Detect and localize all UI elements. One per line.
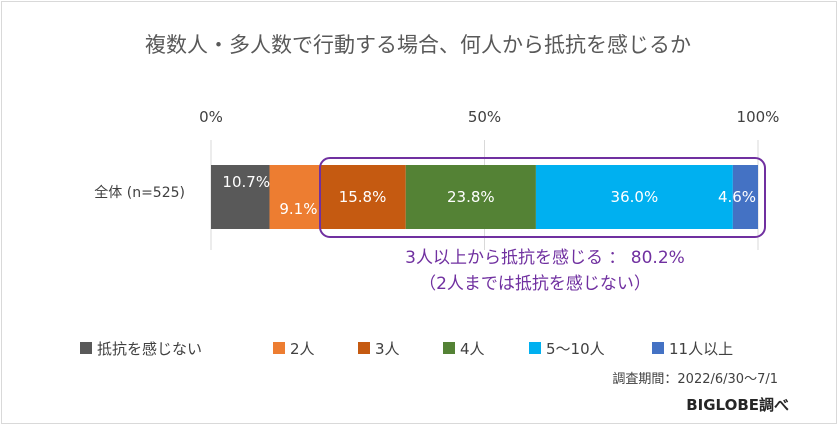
data-label: 10.7% [222,173,270,191]
survey-period: 調査期間：2022/6/30〜7/1 [612,372,778,387]
data-label: 23.8% [447,188,495,206]
legend-swatch [443,342,455,354]
legend-label: 3人 [375,340,400,358]
data-label: 36.0% [611,188,659,206]
source-credit: BIGLOBE調べ [686,396,789,414]
legend-swatch [80,342,92,354]
stacked-bar [211,165,758,229]
legend-label: 11人以上 [669,340,733,358]
legend-label: 2人 [290,340,315,358]
legend-swatch [358,342,370,354]
legend-swatch [652,342,664,354]
highlight-box [319,157,766,238]
legend: 抵抗を感じない 2人 3人 4人 5〜10人 11人以上 [80,340,733,358]
annotation-line-1: 3人以上から抵抗を感じる ： 80.2% [405,248,685,268]
data-label: 9.1% [279,200,317,218]
bar-segment [405,165,536,229]
chart-title: 複数人・多人数で行動する場合、何人から抵抗を感じるか [145,33,691,57]
legend-swatch [529,342,541,354]
x-tick-label: 100% [737,108,780,126]
bar-segment [319,165,406,229]
data-label: 15.8% [339,188,387,206]
legend-swatch [273,342,285,354]
x-tick-label: 0% [199,108,223,126]
bar-segment [535,165,733,229]
bar-segment [732,165,758,229]
legend-label: 5〜10人 [546,340,605,358]
x-tick-label: 50% [468,108,501,126]
annotation-line-2: （2人までは抵抗を感じない） [419,274,651,294]
data-label: 4.6% [718,188,756,206]
data-labels: 10.7% 9.1% 15.8% 23.8% 36.0% 4.6% [222,173,756,218]
category-label: 全体 (n=525) [94,184,185,201]
legend-label: 4人 [460,340,485,358]
x-axis-ticks: 0% 50% 100% [199,108,779,126]
bar-segment [211,165,270,229]
bar-segment [269,165,320,229]
legend-label: 抵抗を感じない [97,340,202,358]
